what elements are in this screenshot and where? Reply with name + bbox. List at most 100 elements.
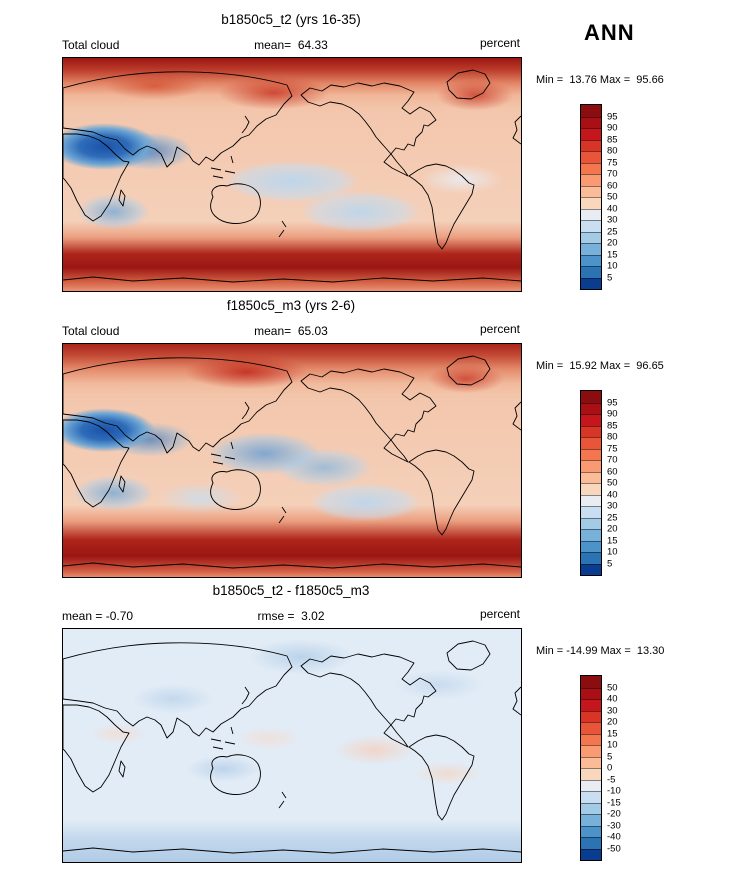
rmse-label: rmse = 3.02 bbox=[257, 609, 325, 623]
colorbar-segment bbox=[581, 437, 601, 449]
colorbar-tick: 60 bbox=[607, 179, 618, 191]
colorbar-tick: 20 bbox=[607, 237, 618, 249]
colorbar-segment bbox=[581, 745, 601, 757]
colorbar-tick: 15 bbox=[607, 727, 618, 739]
minmax-label: Min = 13.76 Max = 95.66 bbox=[536, 74, 664, 86]
colorbar-segment bbox=[581, 517, 601, 529]
minmax-label: Min = 15.92 Max = 96.65 bbox=[536, 360, 664, 372]
colorbar-segment bbox=[581, 208, 601, 220]
colorbar-segment bbox=[581, 483, 601, 495]
colorbar-segment bbox=[581, 687, 601, 699]
coastlines-overlay bbox=[63, 640, 521, 854]
colorbar-tick: 70 bbox=[607, 454, 618, 466]
colorbar-segment bbox=[581, 197, 601, 209]
colorbar-segment bbox=[581, 460, 601, 472]
colorbar-segment bbox=[581, 151, 601, 163]
colorbar-tick: 0 bbox=[607, 762, 613, 774]
mean-label: mean= 64.33 bbox=[254, 38, 328, 52]
colorbar-tick: -30 bbox=[607, 819, 621, 831]
colorbar-tick: 85 bbox=[607, 133, 618, 145]
mean-label: mean= 65.03 bbox=[254, 324, 328, 338]
colorbar-segment bbox=[581, 254, 601, 266]
panel-stats-row: Total cloud mean= 64.33 percent bbox=[62, 36, 520, 52]
panel-title: b1850c5_t2 - f1850c5_m3 bbox=[212, 583, 370, 598]
colorbar-segment bbox=[581, 814, 601, 826]
colorbar-tick: 90 bbox=[607, 122, 618, 134]
colorbar-tick: 60 bbox=[607, 465, 618, 477]
colorbar-tick: 25 bbox=[607, 225, 618, 237]
colorbar: 95 90 85 80 75 70 60 50 40 30 25 20 15 10 5 bbox=[580, 390, 660, 576]
colorbar-tick: 20 bbox=[607, 523, 618, 535]
minmax-label: Min = -14.99 Max = 13.30 bbox=[536, 645, 665, 657]
colorbar-segment bbox=[581, 231, 601, 243]
colorbar-tick: 95 bbox=[607, 110, 618, 122]
colorbar-tick: 80 bbox=[607, 145, 618, 157]
colorbar-tick: 15 bbox=[607, 534, 618, 546]
colorbar-segment bbox=[581, 116, 601, 128]
colorbar-segment bbox=[581, 243, 601, 255]
map-case2 bbox=[62, 343, 522, 578]
coastlines-overlay bbox=[63, 355, 521, 569]
colorbar-segment bbox=[581, 174, 601, 186]
colorbar-tick: 15 bbox=[607, 248, 618, 260]
colorbar-tick: 10 bbox=[607, 739, 618, 751]
colorbar-segment bbox=[581, 676, 601, 688]
colorbar-tick: 5 bbox=[607, 557, 613, 569]
colorbar-segment bbox=[581, 391, 601, 403]
variable-label: Total cloud bbox=[62, 38, 120, 52]
colorbar-segment bbox=[581, 710, 601, 722]
colorbar-tick: 90 bbox=[607, 408, 618, 420]
colorbar-tick: 75 bbox=[607, 442, 618, 454]
colorbar-segment bbox=[581, 162, 601, 174]
units-label: percent bbox=[479, 607, 520, 621]
colorbar-segment bbox=[581, 471, 601, 483]
colorbar-segment bbox=[581, 529, 601, 541]
colorbar-segment bbox=[581, 733, 601, 745]
units-label: percent bbox=[479, 36, 520, 50]
colorbar-tick: 85 bbox=[607, 419, 618, 431]
colorbar: 95 90 85 80 75 70 60 50 40 30 25 20 15 10 5 bbox=[580, 104, 660, 290]
colorbar-tick: 30 bbox=[607, 500, 618, 512]
colorbar-tick: 50 bbox=[607, 191, 618, 203]
colorbar-segment bbox=[581, 848, 601, 860]
colorbar-segment bbox=[581, 722, 601, 734]
colorbar-tick: 25 bbox=[607, 511, 618, 523]
colorbar-tick: 5 bbox=[607, 271, 613, 283]
colorbar-segment bbox=[581, 506, 601, 518]
colorbar-segment bbox=[581, 220, 601, 232]
colorbar-tick: 80 bbox=[607, 431, 618, 443]
colorbar-tick: 5 bbox=[607, 750, 613, 762]
map-case1 bbox=[62, 57, 522, 292]
panel-title: b1850c5_t2 (yrs 16-35) bbox=[221, 12, 361, 27]
colorbar-segment bbox=[581, 277, 601, 289]
colorbar-segment bbox=[581, 105, 601, 117]
colorbar-segment bbox=[581, 448, 601, 460]
colorbar-strip bbox=[580, 390, 602, 576]
colorbar-segment bbox=[581, 266, 601, 278]
variable-label: Total cloud bbox=[62, 324, 120, 338]
colorbar-segment bbox=[581, 756, 601, 768]
colorbar-tick: 10 bbox=[607, 546, 618, 558]
colorbar-tick: 75 bbox=[607, 156, 618, 168]
panel-difference: b1850c5_t2 - f1850c5_m3 mean = -0.70 rms… bbox=[0, 579, 733, 865]
colorbar-segment bbox=[581, 402, 601, 414]
colorbar-tick: 70 bbox=[607, 168, 618, 180]
colorbar-tick: -40 bbox=[607, 831, 621, 843]
colorbar-segment bbox=[581, 494, 601, 506]
map-difference bbox=[62, 628, 522, 863]
colorbar-tick: 10 bbox=[607, 260, 618, 272]
colorbar-tick: 20 bbox=[607, 716, 618, 728]
colorbar-segment bbox=[581, 563, 601, 575]
colorbar-tick: 30 bbox=[607, 214, 618, 226]
colorbar-tick: 50 bbox=[607, 681, 618, 693]
panel-case1: b1850c5_t2 (yrs 16-35) Total cloud mean=… bbox=[0, 8, 733, 294]
colorbar-strip bbox=[580, 675, 602, 861]
panel-stats-row: Total cloud mean= 65.03 percent bbox=[62, 322, 520, 338]
colorbar-segment bbox=[581, 128, 601, 140]
colorbar-tick: 30 bbox=[607, 704, 618, 716]
colorbar-segment bbox=[581, 139, 601, 151]
units-label: percent bbox=[479, 322, 520, 336]
colorbar-segment bbox=[581, 837, 601, 849]
colorbar-tick: 50 bbox=[607, 477, 618, 489]
colorbar-segment bbox=[581, 540, 601, 552]
